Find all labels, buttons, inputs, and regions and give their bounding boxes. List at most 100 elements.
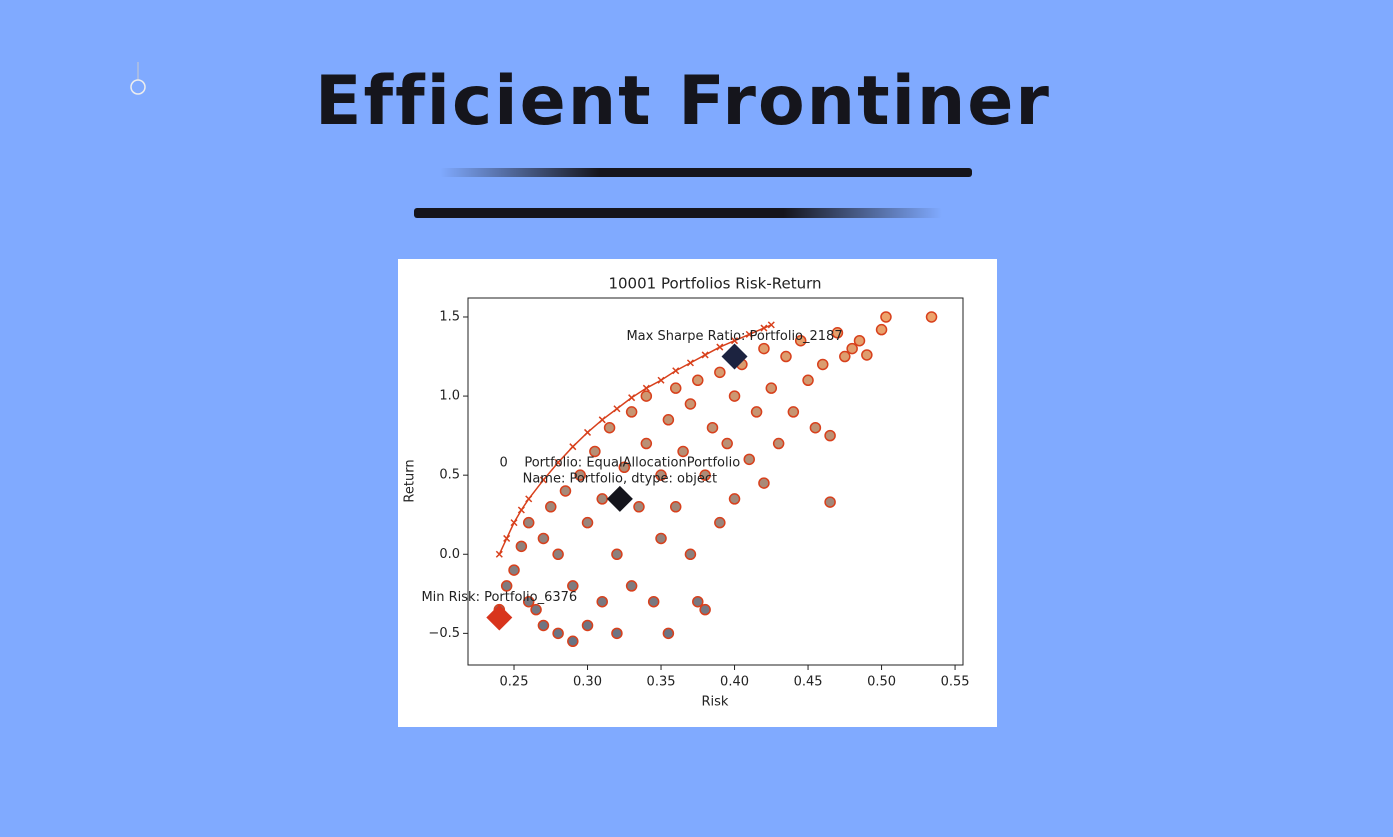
x-axis-label: Risk [702,695,729,710]
scatter-point [706,421,719,434]
y-tick-label: −0.5 [428,626,460,641]
frontier-marker [583,428,592,436]
scatter-point [758,477,770,489]
frontier-marker [569,443,577,451]
scatter-point [633,501,645,513]
scatter-point [603,421,616,434]
scatter-point [721,437,733,450]
scatter-point [846,342,858,355]
frontier-marker [517,506,525,514]
scatter-point [765,382,778,394]
annotation: Max Sharpe Ratio: Portfolio_2187 [626,329,842,344]
x-tick-label: 0.35 [647,675,676,690]
scatter-point [640,390,653,402]
scatter-point [714,516,726,529]
scatter-point [669,501,682,513]
scatter-point [809,421,822,434]
y-axis-label: Return [403,459,418,502]
x-tick-label: 0.30 [573,675,602,690]
y-tick-label: 1.0 [439,389,460,404]
scatter-point [824,496,836,508]
frontier-marker [598,416,606,424]
scatter-point [677,445,689,458]
scatter-point [625,406,638,418]
frontier-marker [510,519,518,527]
scatter-point [699,469,711,481]
scatter-point [787,406,800,418]
scatter-point [559,485,572,497]
frontier-marker [716,343,724,351]
page-title: Efficient Frontiner [315,62,1051,141]
x-tick-label: 0.25 [500,675,529,690]
scatter-point [596,595,608,608]
scatter-point [669,382,682,394]
frontier-line [498,324,772,555]
scatter-point [794,334,807,347]
scatter-point [508,564,520,576]
highlight-marker [486,604,513,631]
scatter-point [743,453,755,466]
scatter-point [750,406,763,418]
frontier-marker [628,394,636,402]
scatter-point [574,469,586,481]
scatter-point [552,627,564,640]
frontier-marker [760,324,768,332]
scatter-point [611,627,623,640]
scatter-point [714,366,726,379]
scatter-point [831,327,844,339]
icon [130,62,146,95]
scatter-point [611,548,623,561]
scatter-point [530,603,542,616]
frontier-marker [686,359,694,367]
scatter-point [839,350,851,363]
scatter-point [662,414,675,426]
scatter-point [655,469,667,481]
scatter-point [684,398,697,410]
scatter-point [692,595,704,608]
scatter-point [728,493,741,505]
scatter-point [772,437,785,450]
brush-strokes [414,168,972,218]
scatter-point [581,516,594,529]
frontier-marker [495,550,503,558]
scatter-point [699,603,711,616]
annotation: 0 Portfolio: EqualAllocationPortfolio [500,455,741,470]
scatter-point [552,548,564,561]
frontier-marker [525,495,533,503]
scatter-point [655,532,667,545]
scatter-point [802,374,814,387]
frontier-marker [767,321,775,329]
scatter-point [880,311,892,323]
scatter-point [861,349,873,361]
scatter-point [853,334,866,347]
scatter-point [522,595,535,608]
scatter-point [618,461,631,474]
frontier-marker [657,376,665,384]
scatter-point [692,374,704,387]
scatter-point [625,580,638,592]
scatter-point [925,311,938,323]
frontier-marker [503,534,511,542]
y-tick-label: 0.5 [439,468,460,483]
scatter-point [589,445,601,458]
scatter-point [537,532,550,545]
scatter-point [515,540,528,553]
scatter-point [596,493,608,505]
annotation: Name: Portfolio, dtype: object [523,471,717,486]
frontier-marker [554,458,562,467]
x-tick-label: 0.45 [794,675,823,690]
scatter-point [816,358,829,371]
y-tick-label: 1.5 [439,309,460,324]
y-tick-label: 0.0 [439,547,460,562]
scatter-point [581,619,594,632]
scatter-point [758,342,770,355]
frontier-marker [613,405,621,413]
scatter-point [522,516,535,529]
chart-title: 10001 Portfolios Risk-Return [608,275,821,293]
frontier-marker [642,384,650,392]
x-tick-label: 0.55 [941,675,970,690]
scatter-point [545,501,557,513]
frontier-marker [731,337,739,345]
scatter-point [537,619,550,632]
plot-frame [467,297,964,666]
